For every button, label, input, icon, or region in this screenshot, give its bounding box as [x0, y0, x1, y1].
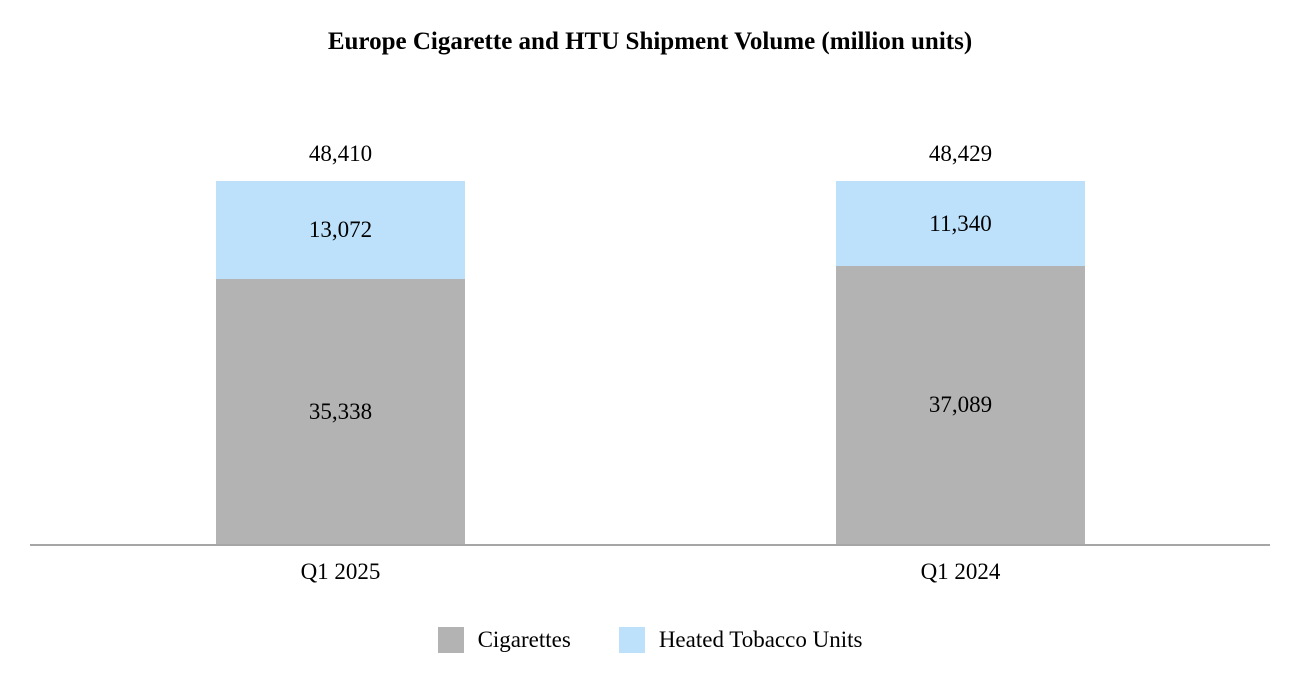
- segment-heated-tobacco-units: 11,340: [836, 181, 1085, 266]
- bar-q1-2025: 48,410 13,072 35,338: [216, 139, 465, 544]
- segment-value-label: 11,340: [929, 210, 992, 236]
- legend-item-heated-tobacco-units: Heated Tobacco Units: [618, 627, 863, 653]
- legend-swatch-cigarettes: [437, 627, 464, 653]
- total-label: 48,429: [928, 141, 993, 166]
- segment-value-label: 13,072: [308, 217, 373, 242]
- chart-title: Europe Cigarette and HTU Shipment Volume…: [327, 28, 973, 55]
- legend: Cigarettes Heated Tobacco Units: [0, 627, 1300, 653]
- segment-cigarettes: 37,089: [836, 266, 1085, 544]
- x-tick-label-q1-2025: Q1 2025: [300, 559, 381, 584]
- total-label: 48,410: [308, 141, 373, 166]
- segment-heated-tobacco-units: 13,072: [216, 181, 465, 279]
- bar-q1-2024: 48,429 11,340 37,089: [836, 139, 1085, 544]
- x-tick-label-q1-2024: Q1 2024: [920, 559, 1001, 584]
- segment-value-label: 37,089: [928, 392, 993, 417]
- x-axis-line: [30, 544, 1270, 546]
- legend-item-cigarettes: Cigarettes: [437, 627, 571, 653]
- segment-cigarettes: 35,338: [216, 279, 465, 544]
- legend-swatch-heated-tobacco-units: [618, 627, 645, 653]
- segment-value-label: 35,338: [308, 398, 373, 424]
- legend-label: Cigarettes: [477, 627, 571, 652]
- legend-label: Heated Tobacco Units: [658, 627, 863, 652]
